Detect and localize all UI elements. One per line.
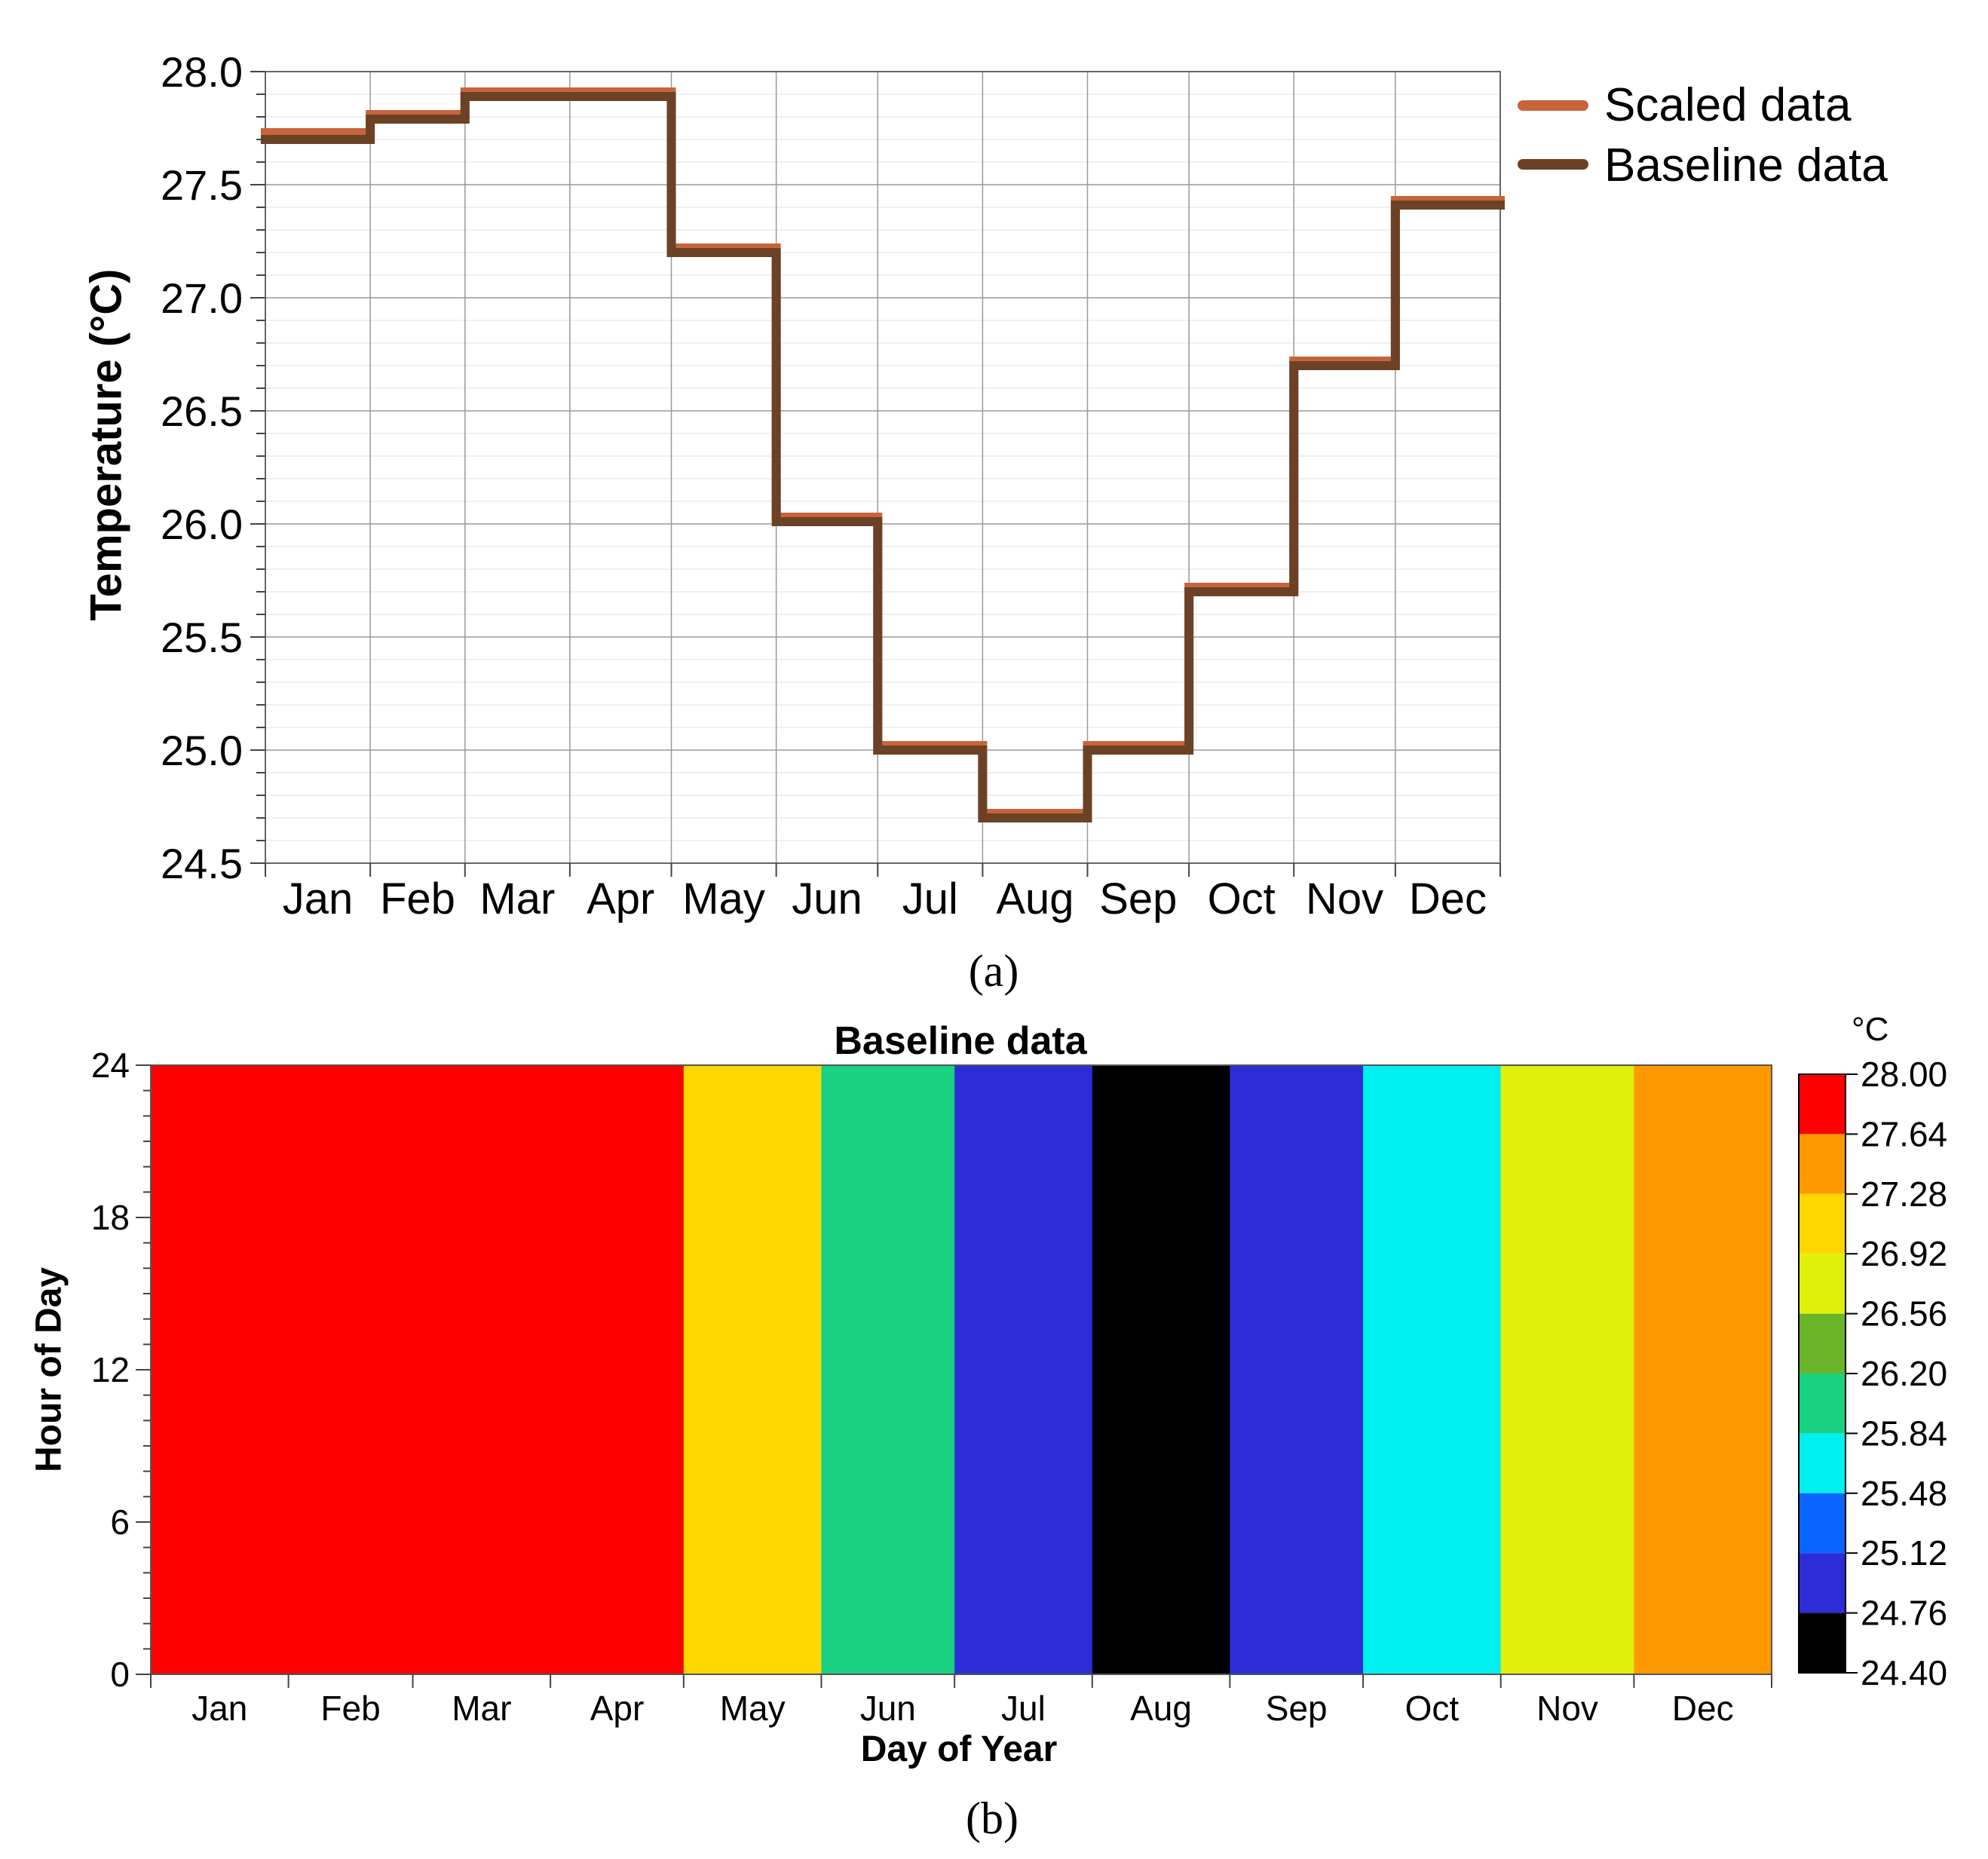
heatmap-cell-sep: [1230, 1065, 1364, 1674]
legend-label-scaled: Scaled data: [1604, 79, 1852, 131]
y-tick-label: 12: [91, 1350, 130, 1389]
colorbar-swatch: [1799, 1074, 1846, 1135]
colorbar-tick-label: 25.48: [1861, 1474, 1947, 1513]
legend-label-baseline: Baseline data: [1604, 139, 1888, 191]
heatmap-cell-feb: [288, 1065, 414, 1674]
colorbar-swatch: [1799, 1254, 1846, 1314]
x-tick-label: Jul: [902, 874, 958, 923]
colorbar-tick-label: 27.28: [1861, 1175, 1947, 1214]
heatmap-cells: [151, 1065, 1772, 1674]
series-group: [261, 87, 1505, 822]
x-tick-label: Jan: [283, 874, 354, 923]
heatmap-title: Baseline data: [834, 1019, 1087, 1063]
y-axis-label: Temperature (°C): [81, 269, 130, 621]
colorbar-swatch: [1799, 1134, 1846, 1194]
y-tick-label: 24.5: [161, 840, 243, 887]
legend: Scaled data Baseline data: [1518, 79, 1888, 191]
heatmap-cell-aug: [1092, 1065, 1230, 1674]
y-tick-label: 26.5: [161, 387, 243, 435]
colorbar-tick-label: 24.40: [1861, 1653, 1947, 1692]
colorbar-tick-label: 28.00: [1861, 1055, 1947, 1094]
heatmap-cell-may: [683, 1065, 822, 1674]
colorbar-tick-label: 27.64: [1861, 1114, 1947, 1153]
panel-caption-b: (b): [966, 1793, 1019, 1843]
x-tick-label: Jan: [191, 1689, 247, 1728]
colorbar-tick-label: 26.20: [1861, 1354, 1947, 1393]
y-tick-label: 0: [110, 1655, 130, 1694]
y-tick-label: 25.0: [161, 727, 243, 774]
heatmap-cell-nov: [1500, 1065, 1634, 1674]
x-tick-label: May: [720, 1689, 786, 1728]
colorbar-tick-label: 26.56: [1861, 1294, 1947, 1334]
y-axis-ticks: 24 18 12 6 0: [91, 1046, 151, 1694]
y-tick-label: 27.5: [161, 161, 243, 209]
y-tick-label: 26.0: [161, 501, 243, 548]
y-tick-label: 27.0: [161, 274, 243, 322]
series-line-baseline-data: [261, 92, 1505, 822]
colorbar-swatch: [1799, 1374, 1846, 1434]
legend-item-baseline: Baseline data: [1518, 139, 1888, 191]
colorbar-tick-label: 24.76: [1861, 1594, 1947, 1633]
x-axis-ticks: Jan Feb Mar Apr May Jun Jul Aug Sep Oct Nov Dec: [150, 1674, 1772, 1728]
legend-item-scaled: Scaled data: [1518, 79, 1852, 131]
x-tick-label: Feb: [380, 874, 455, 923]
y-axis-label: Hour of Day: [29, 1267, 69, 1472]
x-tick-label: Jul: [1001, 1689, 1046, 1728]
x-tick-label: Dec: [1672, 1689, 1734, 1728]
heatmap-cell-apr: [550, 1065, 685, 1674]
y-tick-label: 25.5: [161, 614, 243, 661]
colorbar-swatch: [1799, 1493, 1846, 1554]
x-tick-label: Mar: [479, 874, 555, 923]
y-tick-label: 6: [110, 1502, 130, 1542]
heatmap-cell-jul: [954, 1065, 1093, 1674]
panel-caption-a: (a): [969, 946, 1019, 996]
colorbar-tick-label: 25.12: [1861, 1533, 1947, 1573]
x-axis-ticks: Jan Feb Mar Apr May Jun Jul Aug Sep Oct Nov Dec: [265, 863, 1501, 923]
heatmap-cell-oct: [1363, 1065, 1502, 1674]
x-tick-label: Aug: [996, 874, 1074, 923]
x-tick-label: Aug: [1130, 1689, 1192, 1728]
heatmap-cell-jan: [151, 1065, 289, 1674]
colorbar-swatch: [1799, 1612, 1846, 1673]
x-tick-label: Nov: [1306, 874, 1383, 923]
heatmap-cell-dec: [1634, 1065, 1772, 1674]
y-tick-label: 24: [91, 1046, 130, 1085]
x-tick-label: May: [682, 874, 765, 923]
x-axis-label: Day of Year: [861, 1729, 1058, 1769]
x-tick-label: Jun: [860, 1689, 916, 1728]
colorbar-swatch: [1799, 1313, 1846, 1374]
colorbar-tick-label: 26.92: [1861, 1234, 1947, 1273]
y-axis-ticks: 28.0 27.5 27.0 26.5 26.0 25.5 25.0 24.5: [161, 48, 265, 887]
plot-frame: [265, 71, 1501, 864]
y-tick-label: 28.0: [161, 48, 243, 96]
x-tick-label: Dec: [1409, 874, 1487, 923]
x-tick-label: Apr: [587, 874, 654, 923]
x-tick-label: Feb: [320, 1689, 380, 1728]
heatmap-panel: Baseline data 24 18 12 6 0 Jan Feb Mar Apr May Ju…: [29, 1011, 1947, 1843]
colorbar-swatch: [1799, 1553, 1846, 1613]
line-chart-panel: 28.0 27.5 27.0 26.5 26.0 25.5 25.0 24.5 Jan Feb M…: [81, 48, 1888, 996]
colorbar: 28.00 27.64 27.28 26.92 26.56 26.20 25.84 25.48…: [1798, 1055, 1947, 1692]
x-tick-label: Jun: [792, 874, 862, 923]
x-tick-label: Sep: [1099, 874, 1177, 923]
colorbar-swatch: [1799, 1433, 1846, 1493]
colorbar-swatch: [1799, 1193, 1846, 1254]
heatmap-cell-mar: [412, 1065, 551, 1674]
x-tick-label: Sep: [1266, 1689, 1328, 1728]
x-tick-label: Oct: [1208, 874, 1276, 923]
x-tick-label: Nov: [1536, 1689, 1598, 1728]
x-tick-label: Mar: [452, 1689, 511, 1728]
colorbar-tick-label: 25.84: [1861, 1413, 1947, 1453]
colorbar-unit: °C: [1852, 1011, 1888, 1048]
x-tick-label: Apr: [590, 1689, 645, 1728]
x-tick-label: Oct: [1405, 1689, 1460, 1728]
heatmap-cell-jun: [821, 1065, 955, 1674]
y-tick-label: 18: [91, 1198, 130, 1237]
